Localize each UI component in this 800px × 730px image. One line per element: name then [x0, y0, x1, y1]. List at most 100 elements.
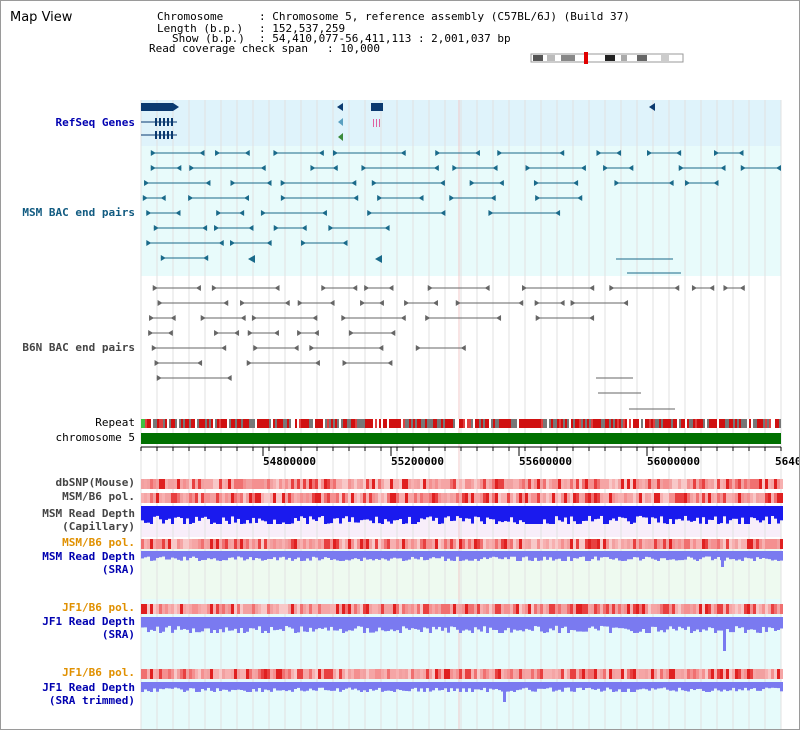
heat-cell [378, 493, 381, 503]
heat-cell [378, 539, 381, 549]
depth-bar [588, 682, 591, 688]
track-label-b6n-bac[interactable]: B6N BAC end pairs [22, 341, 135, 354]
repeat-block [497, 419, 499, 428]
depth-bar [240, 506, 243, 524]
heat-cell [150, 479, 153, 489]
depth-bar [450, 506, 453, 522]
depth-bar [462, 617, 465, 631]
bac-end [150, 165, 156, 171]
depth-bar [699, 682, 702, 689]
depth-bar [750, 682, 753, 689]
depth-bar [255, 506, 258, 523]
repeat-block [541, 419, 543, 428]
heat-cell [432, 493, 435, 503]
depth-bar [306, 506, 309, 524]
track-label-jf1-depth-trim[interactable]: JF1 Read Depth [42, 681, 135, 694]
track-label-msm-b6-pol[interactable]: MSM/B6 pol. [62, 490, 135, 503]
depth-bar [201, 617, 204, 632]
track-label-jf1-b6-pol-2[interactable]: JF1/B6 pol. [62, 666, 135, 679]
heat-cell [318, 493, 321, 503]
track-label-msm-bac[interactable]: MSM BAC end pairs [22, 206, 135, 219]
depth-bar [708, 506, 711, 520]
track-label-msm-b6-pol-2[interactable]: MSM/B6 pol. [62, 536, 135, 549]
heat-cell [174, 604, 177, 614]
depth-bar [684, 551, 687, 560]
heat-cell [522, 669, 525, 679]
heat-cell [732, 539, 735, 549]
depth-bar [636, 506, 639, 517]
heat-cell [249, 539, 252, 549]
depth-bar [684, 682, 687, 691]
heat-cell [501, 669, 504, 679]
heat-cell [744, 539, 747, 549]
depth-bar [642, 617, 645, 630]
heat-cell [324, 669, 327, 679]
heat-cell [597, 539, 600, 549]
heat-cell [219, 493, 222, 503]
track-label-msm-depth-sra[interactable]: MSM Read Depth [42, 550, 135, 563]
depth-bar [144, 617, 147, 628]
heat-cell [180, 479, 183, 489]
depth-bar [144, 551, 147, 558]
heat-cell [444, 479, 447, 489]
depth-bar [483, 506, 486, 524]
track-label-jf1-depth-sra[interactable]: JF1 Read Depth [42, 615, 135, 628]
repeat-block [633, 419, 635, 428]
chromosome-label: Chromosome [157, 10, 224, 23]
bac-end [341, 315, 347, 321]
heat-cell [552, 539, 555, 549]
depth-bar [204, 617, 207, 629]
depth-bar [363, 506, 366, 520]
heat-cell [300, 539, 303, 549]
repeat-block [459, 419, 461, 428]
heat-cell [618, 493, 621, 503]
heat-cell [408, 493, 411, 503]
depth-bar [543, 617, 546, 633]
heat-cell [207, 669, 210, 679]
heat-cell [153, 669, 156, 679]
depth-bar [723, 617, 726, 651]
heat-cell [723, 669, 726, 679]
heat-cell [438, 669, 441, 679]
depth-bar [318, 506, 321, 518]
heat-cell [303, 493, 306, 503]
repeat-block [647, 419, 649, 428]
heat-cell [462, 493, 465, 503]
heat-cell [492, 479, 495, 489]
heat-cell [747, 604, 750, 614]
bac-end [199, 150, 205, 156]
repeat-block [197, 419, 199, 428]
heat-cell [564, 669, 567, 679]
heat-cell [276, 604, 279, 614]
depth-bar [762, 617, 765, 627]
heat-cell [651, 493, 654, 503]
heat-cell [540, 604, 543, 614]
depth-bar [444, 617, 447, 628]
repeat-block [385, 419, 387, 428]
heat-cell [741, 493, 744, 503]
depth-bar [216, 551, 219, 561]
depth-bar [480, 682, 483, 691]
depth-bar [450, 682, 453, 689]
heat-cell [213, 539, 216, 549]
track-label-dbsnp[interactable]: dbSNP(Mouse) [55, 476, 135, 489]
repeat-block [291, 419, 293, 428]
repeat-block [267, 419, 269, 428]
depth-bar [693, 551, 696, 560]
depth-bar [675, 617, 678, 631]
heat-cell [600, 669, 603, 679]
track-label-refseq[interactable]: RefSeq Genes [55, 116, 135, 129]
heat-cell [294, 669, 297, 679]
repeat-block [583, 419, 585, 428]
heat-cell [645, 479, 648, 489]
depth-bar [564, 617, 567, 627]
heat-cell [642, 493, 645, 503]
track-label-msm-depth-cap[interactable]: MSM Read Depth [42, 507, 135, 520]
heat-cell [492, 539, 495, 549]
depth-bar [243, 506, 246, 524]
heat-cell [198, 479, 201, 489]
repeat-block [531, 419, 533, 428]
track-label-jf1-b6-pol[interactable]: JF1/B6 pol. [62, 601, 135, 614]
depth-bar [270, 682, 273, 692]
